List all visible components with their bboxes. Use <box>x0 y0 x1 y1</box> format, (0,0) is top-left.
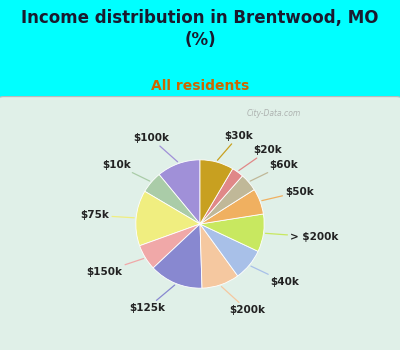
Wedge shape <box>200 190 263 224</box>
FancyBboxPatch shape <box>0 97 400 350</box>
Wedge shape <box>140 224 200 268</box>
Text: $40k: $40k <box>251 266 299 287</box>
Wedge shape <box>200 214 264 251</box>
Text: $60k: $60k <box>250 160 298 181</box>
Wedge shape <box>200 224 258 276</box>
Text: $200k: $200k <box>222 287 266 315</box>
Wedge shape <box>145 175 200 224</box>
Text: $100k: $100k <box>133 133 178 162</box>
Wedge shape <box>200 160 233 224</box>
Text: $75k: $75k <box>80 210 134 220</box>
Text: $150k: $150k <box>86 259 144 276</box>
Text: $20k: $20k <box>239 145 282 170</box>
Text: $30k: $30k <box>218 131 253 160</box>
Wedge shape <box>200 169 242 224</box>
Wedge shape <box>200 224 238 288</box>
Wedge shape <box>153 224 202 288</box>
Text: Income distribution in Brentwood, MO
(%): Income distribution in Brentwood, MO (%) <box>21 9 379 49</box>
Text: > $200k: > $200k <box>266 232 338 242</box>
Wedge shape <box>159 160 200 224</box>
Wedge shape <box>136 191 200 246</box>
Text: All residents: All residents <box>151 79 249 93</box>
Text: City-Data.com: City-Data.com <box>246 109 300 118</box>
Text: $125k: $125k <box>129 285 175 313</box>
Text: $50k: $50k <box>262 187 314 201</box>
Wedge shape <box>200 176 254 224</box>
Text: $10k: $10k <box>102 160 150 181</box>
